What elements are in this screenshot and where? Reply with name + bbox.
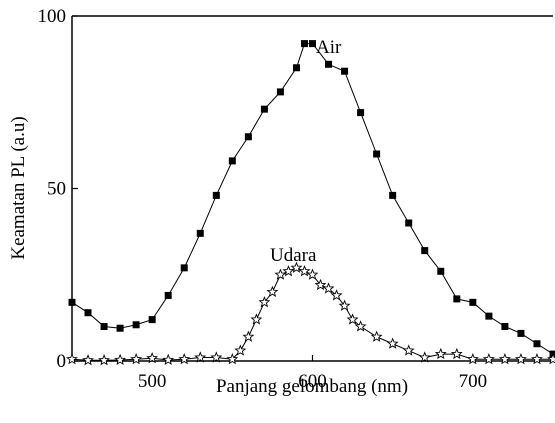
data-point-udara-730 bbox=[515, 353, 527, 365]
y-tick-label-50: 50 bbox=[47, 179, 66, 200]
data-point-air-560 bbox=[244, 133, 252, 141]
data-point-udara-615 bbox=[330, 289, 343, 301]
data-point-air-540 bbox=[212, 191, 220, 199]
data-point-udara-510 bbox=[162, 353, 175, 365]
data-point-air-490 bbox=[132, 321, 140, 329]
data-point-udara-740 bbox=[531, 353, 543, 365]
series-label-udara: Udara bbox=[270, 245, 317, 266]
data-point-udara-480 bbox=[114, 353, 127, 365]
data-point-air-510 bbox=[164, 291, 172, 299]
data-point-udara-710 bbox=[482, 353, 495, 365]
x-tick-label-500: 500 bbox=[138, 371, 167, 392]
data-point-udara-490 bbox=[130, 353, 143, 365]
data-point-udara-580 bbox=[274, 268, 287, 280]
data-point-air-750 bbox=[549, 350, 555, 358]
data-point-air-730 bbox=[517, 329, 525, 337]
data-point-air-550 bbox=[228, 157, 236, 165]
data-point-udara-555 bbox=[234, 344, 247, 356]
series-labels: Air Udara bbox=[270, 37, 342, 266]
data-point-air-700 bbox=[469, 298, 477, 306]
data-point-air-450 bbox=[68, 298, 76, 306]
data-point-air-570 bbox=[260, 105, 268, 113]
data-point-air-480 bbox=[116, 324, 124, 332]
data-point-udara-720 bbox=[498, 353, 511, 365]
series-label-air: Air bbox=[316, 37, 342, 58]
data-point-air-610 bbox=[325, 60, 333, 68]
data-point-udara-600 bbox=[306, 268, 319, 280]
data-point-udara-560 bbox=[242, 330, 255, 342]
data-point-udara-460 bbox=[82, 354, 94, 366]
data-point-air-640 bbox=[373, 150, 381, 158]
series-line-air bbox=[71, 43, 554, 355]
data-point-udara-700 bbox=[466, 353, 479, 365]
series-air bbox=[68, 40, 555, 358]
data-point-udara-575 bbox=[266, 285, 279, 298]
data-point-air-680 bbox=[437, 267, 445, 275]
data-point-udara-680 bbox=[434, 347, 447, 360]
data-point-air-595 bbox=[300, 40, 308, 48]
data-point-air-740 bbox=[533, 340, 541, 348]
data-point-udara-630 bbox=[354, 320, 367, 332]
data-point-air-500 bbox=[148, 316, 156, 324]
data-point-udara-605 bbox=[314, 278, 327, 291]
data-point-udara-640 bbox=[370, 330, 383, 342]
y-axis-title: Keamatan PL (a.u) bbox=[8, 116, 29, 259]
data-point-udara-690 bbox=[450, 347, 463, 360]
data-point-udara-585 bbox=[282, 265, 295, 277]
data-point-udara-470 bbox=[98, 354, 110, 366]
x-axis-ticks: 500 600 700 bbox=[138, 355, 487, 392]
data-point-udara-660 bbox=[402, 344, 415, 356]
axis-titles: Panjang gelombang (nm) Keamatan PL (a.u) bbox=[8, 116, 408, 397]
x-axis-title: Panjang gelombang (nm) bbox=[216, 376, 408, 397]
series-layer bbox=[66, 40, 555, 366]
data-point-udara-750 bbox=[547, 353, 555, 365]
data-point-air-590 bbox=[292, 64, 300, 72]
data-point-udara-550 bbox=[226, 353, 239, 365]
data-point-air-690 bbox=[453, 295, 461, 303]
data-point-air-460 bbox=[84, 309, 92, 317]
data-point-udara-595 bbox=[298, 265, 311, 277]
data-point-air-630 bbox=[357, 109, 365, 117]
data-point-udara-520 bbox=[178, 353, 191, 365]
data-point-air-720 bbox=[501, 323, 509, 330]
data-point-udara-670 bbox=[418, 351, 431, 363]
data-point-udara-540 bbox=[210, 351, 223, 363]
data-point-udara-650 bbox=[386, 337, 399, 349]
y-tick-label-100: 100 bbox=[38, 6, 67, 27]
data-point-udara-570 bbox=[258, 296, 271, 308]
data-point-air-470 bbox=[100, 323, 108, 330]
data-point-air-660 bbox=[405, 219, 413, 227]
data-point-udara-610 bbox=[322, 282, 335, 294]
data-point-udara-530 bbox=[194, 351, 207, 363]
data-point-udara-590 bbox=[290, 261, 303, 273]
data-point-air-620 bbox=[341, 67, 349, 75]
x-tick-label-600: 600 bbox=[298, 371, 327, 392]
data-point-air-710 bbox=[485, 312, 493, 320]
data-point-udara-620 bbox=[338, 299, 351, 311]
data-point-air-600 bbox=[309, 40, 316, 48]
data-point-udara-625 bbox=[346, 313, 359, 325]
data-point-udara-500 bbox=[146, 352, 159, 364]
data-point-air-650 bbox=[389, 191, 397, 199]
series-udara bbox=[66, 261, 555, 366]
data-point-air-530 bbox=[196, 229, 204, 237]
data-point-air-670 bbox=[421, 247, 429, 255]
data-point-air-580 bbox=[276, 88, 284, 96]
data-point-udara-450 bbox=[66, 353, 78, 365]
x-tick-label-700: 700 bbox=[459, 371, 488, 392]
data-point-udara-565 bbox=[250, 313, 263, 325]
series-line-udara bbox=[71, 267, 553, 361]
y-tick-label-0: 0 bbox=[57, 351, 67, 372]
data-point-air-520 bbox=[180, 264, 188, 272]
